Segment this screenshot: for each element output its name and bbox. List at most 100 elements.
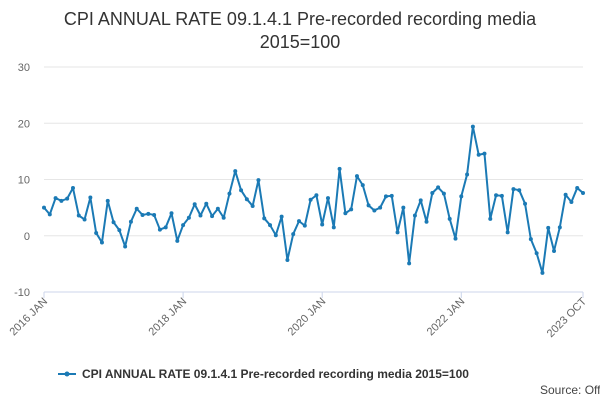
data-point[interactable]: [94, 230, 99, 235]
data-point[interactable]: [407, 261, 412, 266]
data-point[interactable]: [465, 172, 470, 177]
data-point[interactable]: [378, 205, 383, 210]
data-point[interactable]: [268, 223, 273, 228]
data-point[interactable]: [198, 213, 203, 218]
data-point[interactable]: [331, 225, 336, 230]
data-point[interactable]: [146, 211, 151, 216]
data-point[interactable]: [581, 191, 585, 195]
data-point[interactable]: [372, 208, 377, 213]
data-point[interactable]: [47, 212, 52, 217]
data-point[interactable]: [285, 257, 290, 262]
legend[interactable]: CPI ANNUAL RATE 09.1.4.1 Pre-recorded re…: [58, 367, 469, 381]
data-point[interactable]: [354, 174, 359, 179]
data-point[interactable]: [459, 194, 464, 199]
data-point[interactable]: [476, 152, 481, 157]
data-point[interactable]: [302, 223, 307, 228]
data-point[interactable]: [383, 194, 388, 199]
data-point[interactable]: [325, 196, 330, 201]
data-point[interactable]: [88, 195, 93, 200]
data-point[interactable]: [105, 198, 110, 203]
data-point[interactable]: [389, 193, 394, 198]
x-tick-label: 2018 JAN: [147, 296, 190, 339]
data-point[interactable]: [546, 225, 551, 230]
data-point[interactable]: [99, 240, 104, 245]
data-point[interactable]: [569, 200, 574, 204]
data-point[interactable]: [412, 213, 417, 218]
data-point[interactable]: [70, 185, 75, 190]
data-point[interactable]: [534, 251, 539, 256]
data-point[interactable]: [163, 225, 168, 230]
data-point[interactable]: [192, 202, 197, 207]
data-point[interactable]: [395, 230, 400, 235]
data-point[interactable]: [279, 214, 284, 219]
chart-credit[interactable]: Source: Office for National Statistics: [540, 383, 600, 397]
data-point[interactable]: [239, 188, 244, 193]
data-point[interactable]: [111, 220, 116, 225]
x-axis: 2016 JAN 2018 JAN 2020 JAN 2022 JAN 2023 OCT: [7, 291, 589, 340]
data-point[interactable]: [360, 183, 365, 188]
data-point[interactable]: [505, 230, 510, 235]
data-point[interactable]: [123, 244, 128, 249]
data-point[interactable]: [204, 201, 209, 206]
data-point[interactable]: [424, 219, 429, 224]
data-point[interactable]: [511, 187, 516, 192]
data-point[interactable]: [418, 198, 423, 203]
data-point[interactable]: [552, 248, 557, 253]
data-point[interactable]: [181, 223, 186, 228]
data-point[interactable]: [227, 191, 232, 196]
data-point[interactable]: [53, 196, 58, 201]
data-point[interactable]: [157, 227, 162, 232]
data-point[interactable]: [343, 211, 348, 216]
data-point[interactable]: [482, 151, 487, 156]
data-point[interactable]: [152, 212, 157, 217]
data-point[interactable]: [453, 236, 458, 241]
data-point[interactable]: [291, 232, 296, 237]
data-point[interactable]: [233, 169, 238, 174]
data-point[interactable]: [250, 203, 255, 208]
data-point[interactable]: [488, 216, 493, 221]
data-point[interactable]: [320, 222, 325, 227]
data-point[interactable]: [273, 233, 278, 238]
data-point[interactable]: [169, 211, 174, 216]
data-point[interactable]: [430, 191, 435, 195]
data-point[interactable]: [42, 205, 46, 210]
data-point[interactable]: [523, 201, 528, 206]
data-point[interactable]: [244, 197, 249, 202]
data-point[interactable]: [175, 238, 180, 243]
data-point[interactable]: [210, 214, 215, 219]
data-point[interactable]: [117, 228, 122, 233]
data-point[interactable]: [65, 196, 70, 201]
data-point[interactable]: [563, 192, 568, 197]
data-point[interactable]: [134, 206, 139, 211]
data-point[interactable]: [186, 215, 191, 220]
data-point[interactable]: [76, 213, 81, 218]
data-point[interactable]: [308, 197, 313, 202]
data-point[interactable]: [215, 206, 220, 211]
series-line[interactable]: [43, 125, 584, 274]
data-point[interactable]: [447, 216, 452, 221]
data-point[interactable]: [314, 193, 319, 198]
data-point[interactable]: [540, 270, 545, 275]
data-point[interactable]: [262, 216, 267, 221]
data-point[interactable]: [82, 217, 87, 222]
data-point[interactable]: [366, 203, 371, 208]
data-point[interactable]: [441, 191, 446, 196]
data-point[interactable]: [401, 205, 406, 210]
data-point[interactable]: [59, 198, 64, 203]
data-point[interactable]: [436, 185, 441, 190]
data-point[interactable]: [528, 237, 533, 242]
data-point[interactable]: [494, 193, 499, 198]
data-point[interactable]: [517, 188, 522, 193]
data-point[interactable]: [575, 185, 580, 190]
data-point[interactable]: [297, 219, 302, 224]
data-point[interactable]: [499, 193, 504, 198]
data-point[interactable]: [557, 225, 562, 230]
data-point[interactable]: [349, 207, 354, 212]
data-point[interactable]: [140, 212, 145, 217]
data-point[interactable]: [256, 178, 261, 183]
y-tick-label: -10: [14, 287, 30, 299]
data-point[interactable]: [337, 166, 342, 171]
data-point[interactable]: [470, 124, 475, 129]
data-point[interactable]: [128, 219, 133, 224]
data-point[interactable]: [221, 215, 226, 220]
